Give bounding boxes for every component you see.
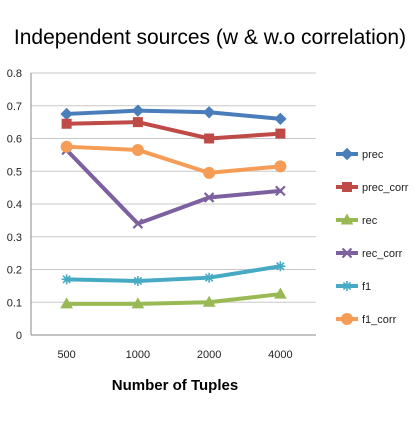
- series-rec: [60, 287, 287, 309]
- data-point: [274, 287, 287, 299]
- data-point: [275, 185, 286, 197]
- data-point: [131, 104, 145, 117]
- data-point: [274, 160, 287, 173]
- data-point: [275, 261, 286, 272]
- x-axis-label: Number of Tuples: [112, 377, 238, 394]
- series-line: [64, 292, 283, 306]
- data-point: [61, 274, 72, 285]
- legend-item: f1_corr: [336, 313, 397, 326]
- legend-item: rec: [336, 213, 378, 227]
- data-point: [203, 166, 216, 179]
- legend-label: prec: [362, 149, 384, 161]
- data-point: [204, 133, 215, 144]
- data-point: [131, 143, 144, 156]
- y-tick-labels: 0 0.1 0.2 0.3 0.4 0.5 0.6 0.7 0.8: [7, 68, 22, 342]
- data-point: [274, 112, 287, 126]
- series-f1: [61, 261, 286, 286]
- y-tick-label: 0.7: [7, 101, 22, 113]
- legend-marker: [341, 313, 353, 325]
- data-point: [204, 272, 215, 283]
- data-point: [60, 140, 73, 153]
- y-tick-label: 0: [16, 330, 22, 342]
- legend-item: rec_corr: [336, 247, 403, 260]
- y-tick-label: 0.2: [7, 265, 22, 277]
- data-point: [131, 297, 145, 309]
- legend-marker: [341, 247, 353, 259]
- series-prec-corr: [61, 117, 286, 144]
- data-point: [132, 117, 143, 128]
- legend-item: f1: [336, 281, 371, 293]
- data-point: [60, 297, 73, 309]
- series-line: [64, 147, 283, 226]
- data-point: [203, 192, 215, 203]
- x-tick-label: 2000: [197, 349, 221, 361]
- legend-marker: [340, 147, 354, 161]
- y-tick-label: 0.1: [7, 297, 22, 309]
- axes: [30, 73, 316, 336]
- y-tick-label: 0.3: [7, 232, 22, 244]
- legend-label: rec_corr: [362, 248, 403, 260]
- x-tick-label: 500: [57, 349, 75, 361]
- data-point: [202, 295, 216, 307]
- chart-title: Independent sources (w & w.o correlation…: [14, 26, 406, 49]
- series-line: [64, 144, 283, 175]
- legend-item: prec: [336, 147, 384, 161]
- series-line: [64, 120, 283, 141]
- series-group: [60, 104, 287, 309]
- x-tick-label: 4000: [268, 349, 292, 361]
- series-line: [64, 264, 283, 283]
- series-f1-corr: [60, 140, 287, 179]
- x-tick-label: 1000: [126, 349, 150, 361]
- x-tick-labels: 500 1000 2000 4000: [57, 349, 292, 361]
- data-point: [202, 106, 216, 119]
- legend-label: rec: [362, 215, 378, 227]
- legend-label: f1: [362, 281, 371, 293]
- y-tick-label: 0.5: [7, 166, 22, 178]
- legend-item: prec_corr: [336, 182, 409, 194]
- legend-label: f1_corr: [362, 314, 397, 326]
- series-line: [64, 108, 283, 121]
- y-tick-label: 0.6: [7, 134, 22, 146]
- legend-marker: [340, 213, 354, 225]
- y-tick-label: 0.4: [7, 199, 22, 211]
- data-point: [275, 128, 286, 139]
- data-point: [132, 275, 143, 286]
- legend-label: prec_corr: [362, 182, 409, 194]
- legend-marker: [342, 281, 352, 291]
- data-point: [61, 118, 72, 129]
- y-tick-label: 0.8: [7, 68, 22, 80]
- legend-marker: [342, 182, 352, 192]
- data-point: [132, 218, 144, 229]
